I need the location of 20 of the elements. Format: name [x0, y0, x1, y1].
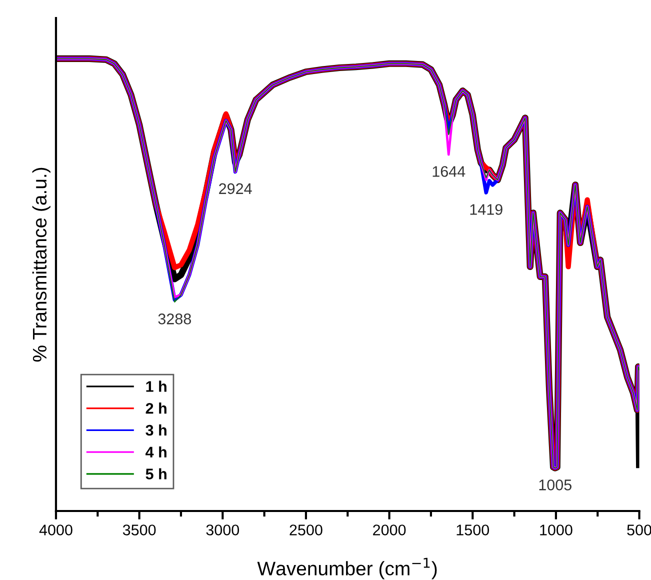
annotation: 1644: [432, 166, 466, 177]
x-tick-label: 3500: [122, 524, 156, 536]
annotation: 3288: [158, 314, 191, 324]
y-axis-title: % Transmittance (a.u.): [32, 168, 50, 362]
x-tick-label: 2500: [290, 524, 322, 536]
legend-label: 5 h: [146, 468, 166, 480]
legend-label: 4 h: [146, 446, 166, 458]
legend-label: 2 h: [146, 402, 166, 414]
x-tick-label: 4000: [39, 524, 72, 536]
annotation: 1419: [470, 204, 502, 215]
x-tick-label: 1500: [456, 524, 490, 536]
legend-label: 3 h: [146, 424, 166, 436]
legend-label: 1 h: [146, 380, 166, 392]
x-tick-label: 500: [627, 524, 651, 536]
x-tick-label: 3000: [206, 524, 240, 536]
x-tick-label: 1000: [540, 524, 572, 536]
annotation: 1005: [539, 480, 572, 490]
annotation: 2924: [219, 183, 252, 194]
x-tick-label: 2000: [373, 524, 406, 536]
x-axis-title: Wavenumber (cm$^{−1}$): [257, 558, 437, 580]
